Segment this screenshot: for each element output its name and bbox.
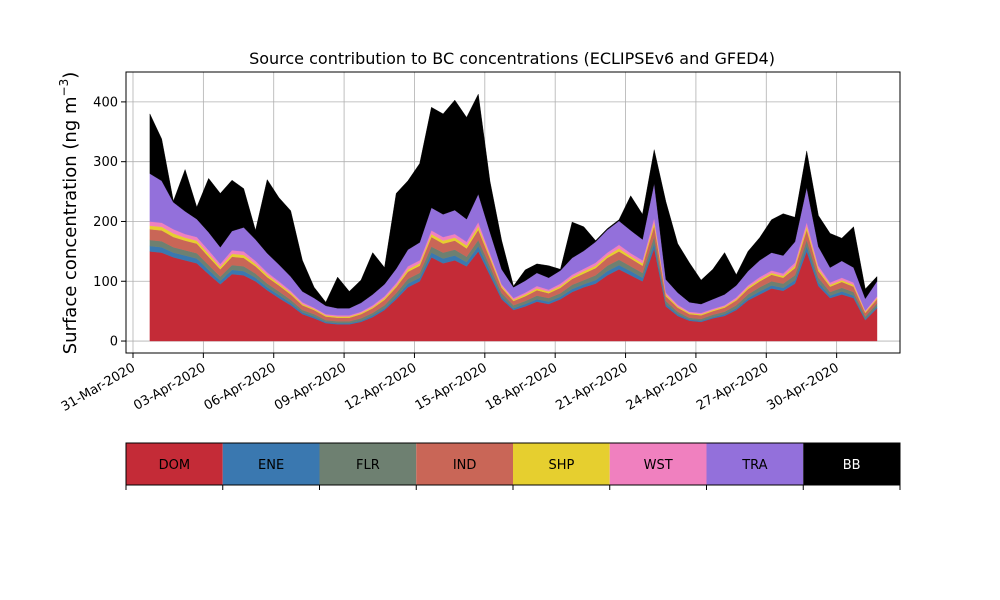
legend-swatch-tra: [706, 443, 804, 485]
y-tick-label: 300: [93, 155, 118, 170]
legend-swatch-ind: [416, 443, 513, 485]
x-tick-label: 12-Apr-2020: [342, 360, 419, 413]
legend-swatch-bb: [803, 443, 900, 485]
x-tick-label: 21-Apr-2020: [553, 360, 630, 413]
legend-swatch-wst: [609, 443, 707, 485]
x-tick-label: 09-Apr-2020: [272, 360, 349, 413]
plot-frame: [125, 71, 901, 354]
x-tick-label: 31-Mar-2020: [59, 360, 138, 414]
legend-swatch-shp: [513, 443, 610, 485]
stacked-areas: [149, 93, 878, 342]
x-tick-label: 06-Apr-2020: [202, 360, 279, 413]
legend-label-dom: DOM: [159, 458, 190, 473]
y-axis-label-sup: −3: [57, 79, 71, 97]
y-tick-label: 200: [93, 215, 118, 230]
legend-label-wst: WST: [644, 458, 673, 473]
x-tick-label: 24-Apr-2020: [624, 360, 701, 413]
legend-label-tra: TRA: [741, 458, 767, 473]
y-axis-ticks: 0 100 200 300 400: [93, 95, 126, 350]
legend-swatch-dom: [126, 443, 223, 485]
legend-label-shp: SHP: [548, 458, 574, 473]
y-axis-label-main: Surface concentration (ng m: [60, 96, 81, 354]
legend-swatch-flr: [319, 443, 417, 485]
x-tick-label: 30-Apr-2020: [765, 360, 842, 413]
legend-label-ind: IND: [453, 458, 477, 473]
area-bb: [149, 93, 878, 309]
x-tick-label: 18-Apr-2020: [483, 360, 560, 413]
y-tick-label: 100: [93, 275, 118, 290]
legend-label-ene: ENE: [258, 458, 284, 473]
legend-swatch-ene: [222, 443, 320, 485]
x-tick-label: 15-Apr-2020: [413, 360, 490, 413]
y-tick-label: 0: [110, 335, 118, 350]
y-axis-label-close: ): [60, 72, 81, 79]
legend-label-flr: FLR: [356, 458, 380, 473]
x-axis-ticks: 31-Mar-202003-Apr-202006-Apr-202009-Apr-…: [59, 353, 842, 415]
y-axis-label: Surface concentration (ng m−3): [57, 72, 81, 355]
legend-colorbar: DOM ENE FLR IND SHP WST TRA BB: [125, 442, 901, 490]
y-tick-label: 400: [93, 95, 118, 110]
legend-label-bb: BB: [843, 458, 861, 473]
x-tick-label: 27-Apr-2020: [694, 360, 771, 413]
x-tick-label: 03-Apr-2020: [131, 360, 208, 413]
chart-title: Source contribution to BC concentrations…: [249, 49, 775, 68]
